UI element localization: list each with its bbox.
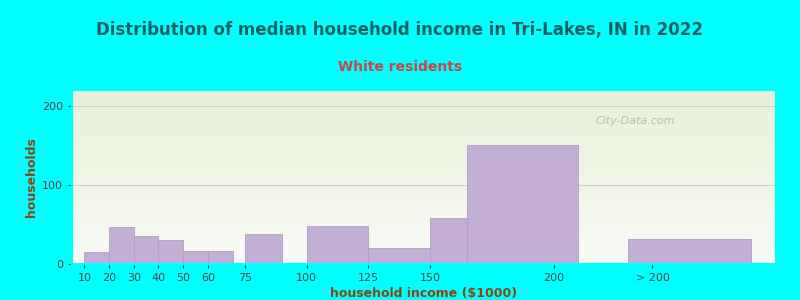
Bar <box>245 234 282 264</box>
Bar <box>628 239 751 264</box>
Bar <box>84 252 109 264</box>
Bar <box>208 250 233 264</box>
Bar <box>183 250 208 264</box>
X-axis label: household income ($1000): household income ($1000) <box>330 287 518 300</box>
Bar <box>109 227 134 264</box>
Bar <box>430 218 467 264</box>
Bar <box>306 226 369 264</box>
Bar <box>134 236 158 264</box>
Text: White residents: White residents <box>338 60 462 74</box>
Text: Distribution of median household income in Tri-Lakes, IN in 2022: Distribution of median household income … <box>97 21 703 39</box>
Text: City-Data.com: City-Data.com <box>595 116 675 126</box>
Bar <box>467 146 578 264</box>
Bar <box>369 248 430 264</box>
Y-axis label: households: households <box>25 137 38 217</box>
Bar <box>158 240 183 264</box>
